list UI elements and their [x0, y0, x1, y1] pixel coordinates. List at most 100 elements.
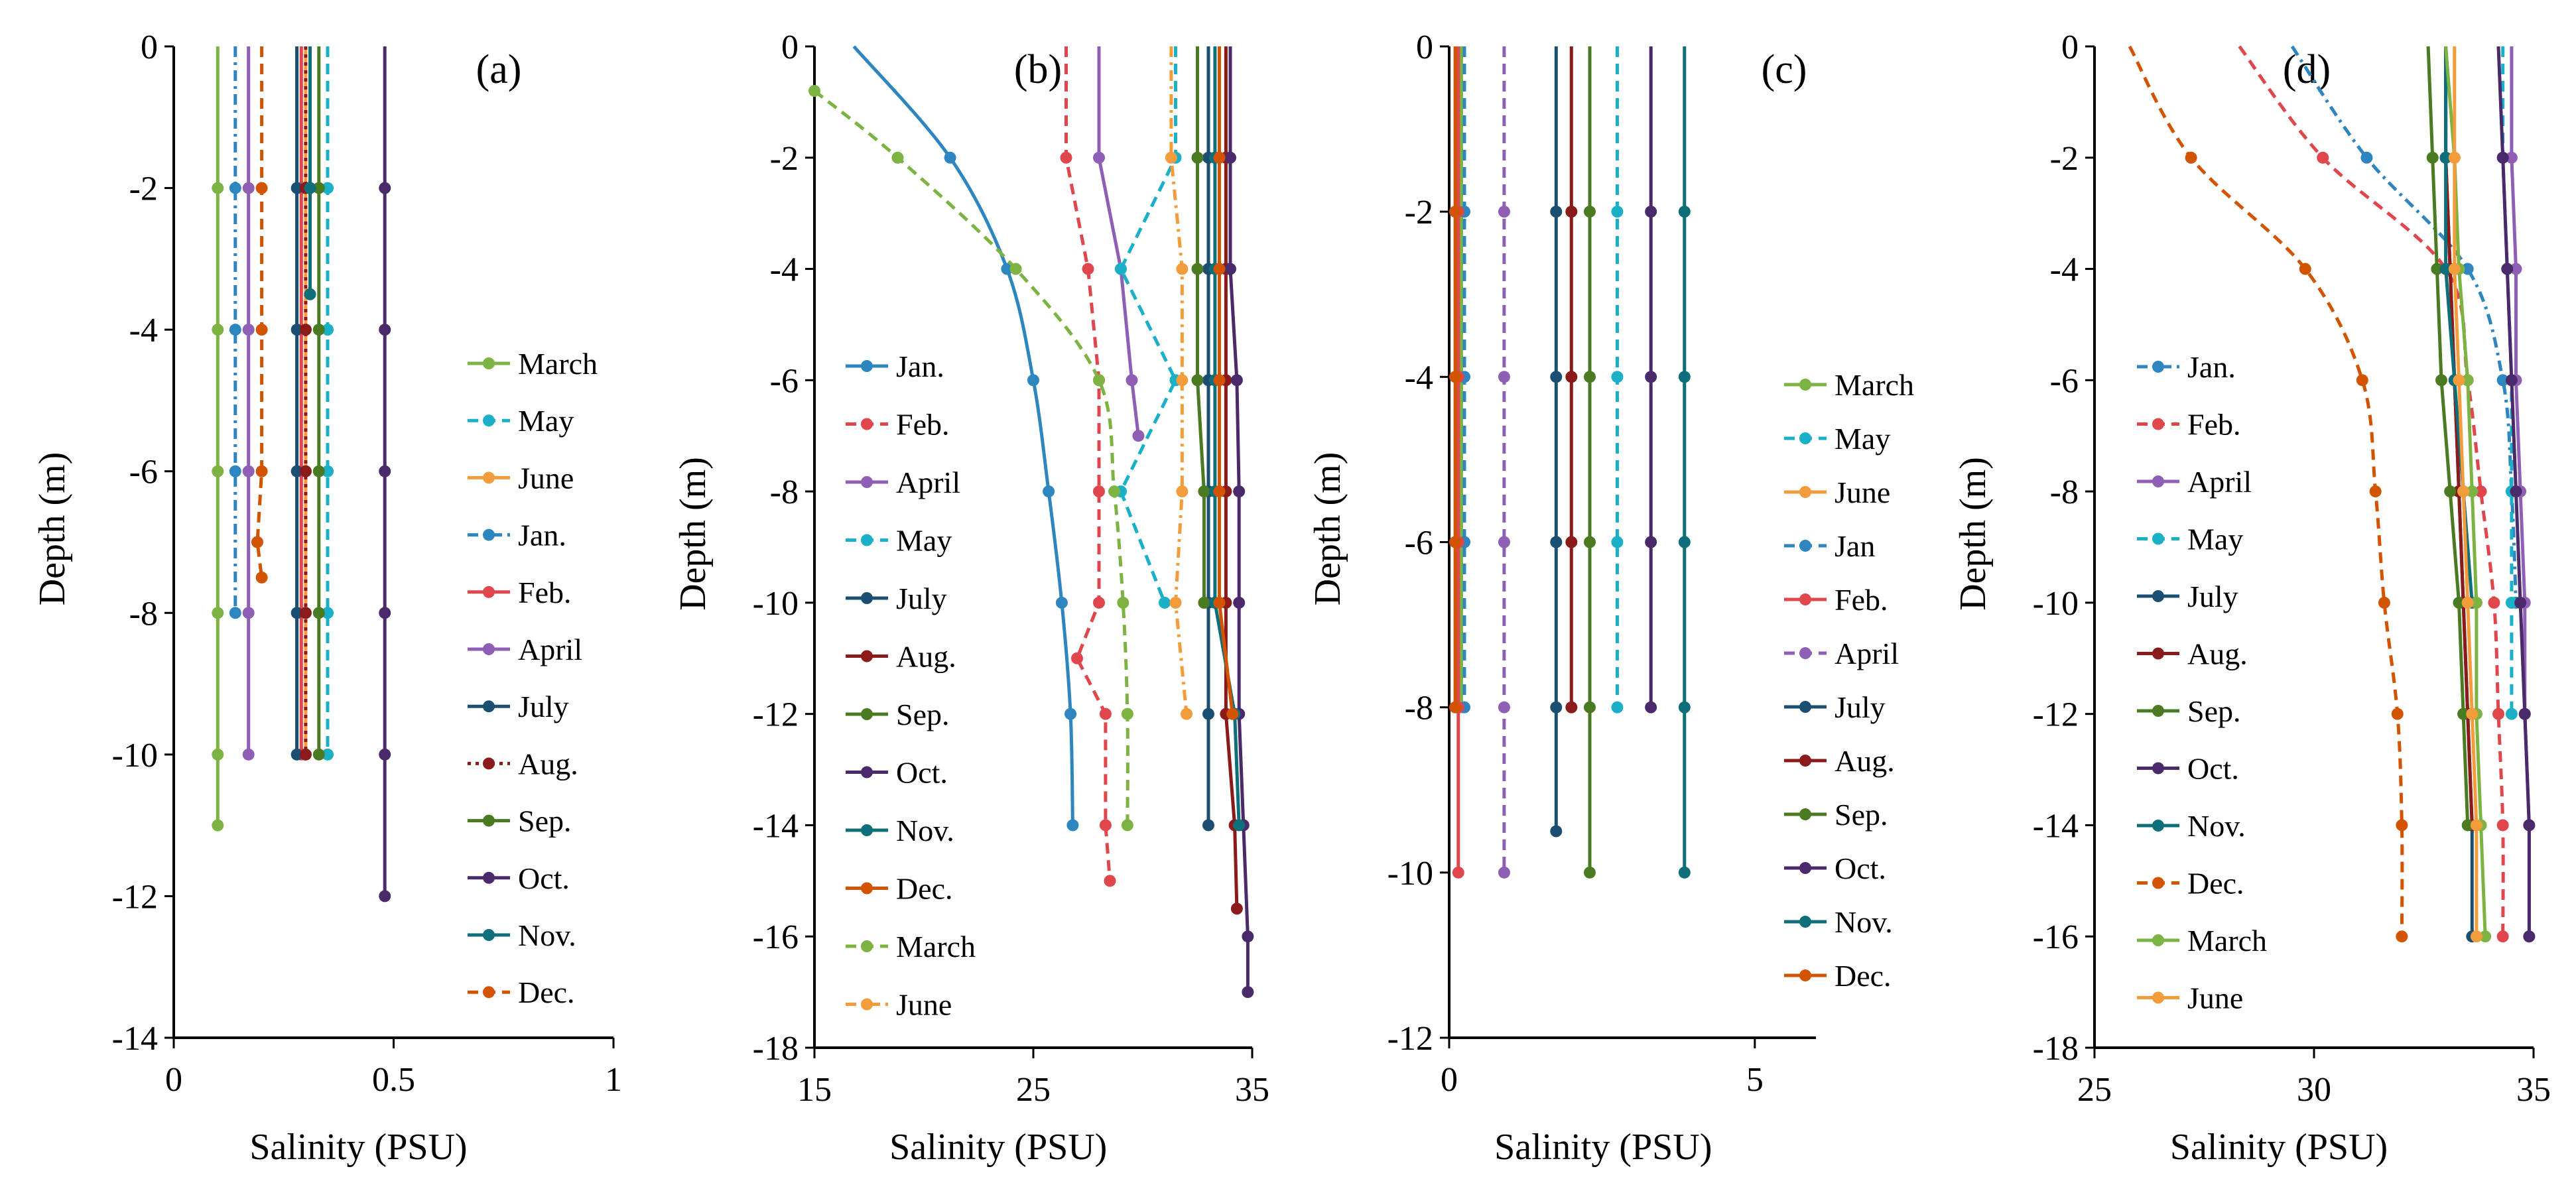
data-point [2475, 485, 2487, 498]
data-point [1027, 374, 1039, 387]
data-point [299, 607, 312, 619]
legend-marker [2152, 991, 2164, 1004]
legend-label: Nov. [896, 814, 954, 847]
data-point [304, 182, 316, 194]
legend-label: Feb. [2187, 408, 2241, 442]
legend-label: April [518, 633, 582, 666]
series-oct [1224, 46, 1254, 999]
data-point [312, 465, 325, 477]
data-point [1093, 485, 1105, 498]
data-point [255, 465, 268, 477]
series-may [1115, 46, 1182, 609]
data-point [290, 607, 303, 619]
series-oct [2496, 46, 2536, 943]
series-april [1498, 46, 1510, 879]
series-april [242, 46, 255, 761]
legend-label: Feb. [896, 408, 950, 442]
series-jan [2290, 45, 2522, 609]
x-axis-title: Salinity (PSU) [2170, 1127, 2388, 1168]
legend-label: Sep. [518, 804, 572, 838]
legend-label: Aug. [518, 747, 578, 780]
legend-label: April [2187, 465, 2252, 499]
x-tick-label: 25 [1016, 1071, 1051, 1109]
data-point [1449, 371, 1462, 383]
data-point [2439, 151, 2452, 164]
data-point [1611, 536, 1624, 548]
data-point [1242, 930, 1254, 943]
legend-marker [861, 418, 873, 430]
data-point [312, 324, 325, 336]
data-point [2470, 930, 2482, 943]
data-point [2461, 819, 2474, 832]
data-point [299, 465, 312, 477]
legend-label: Aug. [896, 640, 956, 674]
legend-marker [1799, 540, 1811, 552]
data-point [1611, 206, 1624, 218]
data-point [1224, 263, 1236, 275]
data-point [1449, 536, 1462, 548]
data-point [2378, 596, 2390, 609]
data-point [808, 85, 820, 97]
series-jan [852, 45, 1079, 832]
legend-marker [483, 586, 495, 598]
legend-marker [1799, 755, 1811, 767]
data-point [1121, 708, 1133, 720]
y-axis-title: Depth (m) [1953, 457, 1994, 611]
data-point [1583, 701, 1596, 714]
data-point [1176, 374, 1189, 387]
data-point [2317, 151, 2329, 164]
y-tick-label: 0 [781, 29, 799, 66]
legend-marker [483, 357, 495, 369]
data-point [1498, 371, 1510, 383]
data-point [322, 324, 334, 336]
data-point [1230, 374, 1243, 387]
x-tick-label: 0 [165, 1061, 182, 1099]
data-point [1176, 485, 1189, 498]
legend-label: May [896, 524, 952, 558]
y-tick-label: -10 [1387, 855, 1433, 893]
data-point [1550, 701, 1563, 714]
data-point [251, 536, 263, 548]
data-point [299, 748, 312, 761]
data-point [1159, 596, 1171, 609]
data-point [1224, 151, 1236, 164]
data-point [229, 465, 241, 477]
data-point [2448, 151, 2461, 164]
data-point [1191, 151, 1204, 164]
legend-label: Jan. [2187, 350, 2236, 384]
legend-marker [2152, 820, 2164, 832]
legend-label: March [1835, 368, 1914, 402]
data-point [242, 465, 255, 477]
data-point [322, 748, 334, 761]
legend-label: Jan. [518, 519, 566, 552]
data-point [2461, 596, 2474, 609]
y-tick-label: -10 [753, 585, 799, 623]
series-july [1202, 46, 1214, 832]
y-tick-label: -4 [1405, 359, 1433, 397]
series-june [1165, 46, 1192, 720]
legend-label: Dec. [896, 872, 953, 906]
legend-marker [861, 882, 873, 895]
data-point [2369, 485, 2382, 498]
data-point [290, 748, 303, 761]
legend-marker [2152, 590, 2164, 602]
data-point [1233, 819, 1246, 832]
legend-marker [2152, 705, 2164, 717]
legend-label: Jan. [896, 349, 944, 383]
data-point [212, 324, 224, 336]
data-point [2505, 151, 2518, 164]
data-point [242, 748, 255, 761]
data-point [2457, 485, 2470, 498]
y-tick-label: -4 [2050, 251, 2079, 289]
series-line [2426, 46, 2470, 826]
legend-marker [483, 929, 495, 941]
x-axis-title: Salinity (PSU) [1494, 1127, 1712, 1168]
data-point [2501, 263, 2514, 275]
y-axis-title: Depth (m) [1307, 452, 1348, 606]
legend-marker [1799, 916, 1811, 928]
legend-label: Nov. [2187, 809, 2246, 843]
data-point [1550, 206, 1563, 218]
data-point [229, 182, 241, 194]
legend-marker [483, 814, 495, 827]
legend-marker [483, 700, 495, 713]
